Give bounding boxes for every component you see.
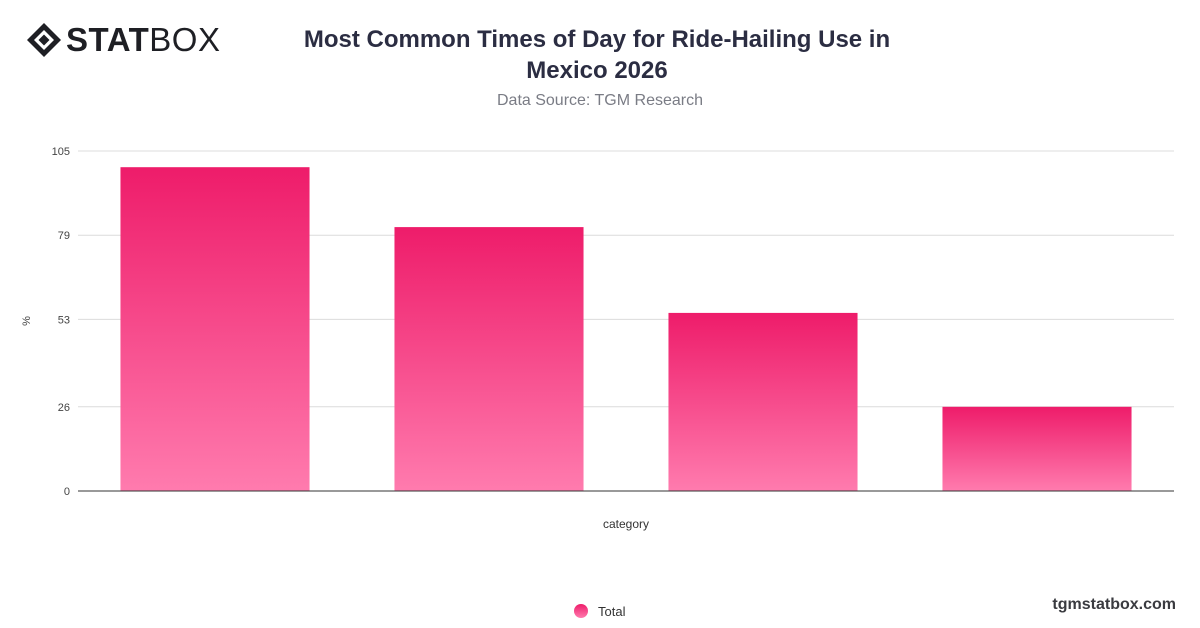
legend-label-total: Total: [598, 603, 626, 619]
footer-site: tgmstatbox.com: [1052, 596, 1176, 613]
y-tick-label: 53: [58, 314, 70, 326]
legend-swatch: [574, 604, 588, 618]
legend[interactable]: Total: [574, 602, 625, 620]
bars: [120, 167, 1132, 491]
bar-1[interactable]: [120, 167, 310, 491]
logo-text-strong: STAT: [66, 21, 150, 58]
statbox-diamond-icon: [27, 23, 61, 57]
chart-subtitle: Data Source: TGM Research: [496, 92, 703, 109]
x-axis-label: category: [603, 517, 649, 531]
y-tick-label: 79: [58, 230, 70, 242]
y-axis-ticks: 0 26 53 79 105: [52, 146, 70, 498]
y-tick-label: 26: [58, 402, 70, 414]
bar-4[interactable]: [942, 406, 1132, 491]
chart-title: Most Common Times of Day for Ride-Hailin…: [303, 26, 891, 84]
statbox-logo: STATBOX: [26, 22, 220, 58]
bar-2[interactable]: [394, 227, 584, 491]
y-tick-label: 105: [52, 146, 70, 158]
logo-wordmark: STATBOX: [66, 22, 220, 58]
bar-chart: 0 26 53 79 105 % category: [21, 146, 1174, 531]
bar-3[interactable]: [668, 312, 858, 491]
y-tick-label: 0: [64, 486, 70, 498]
y-axis-label: %: [21, 316, 33, 326]
logo-text-light: BOX: [149, 21, 221, 58]
